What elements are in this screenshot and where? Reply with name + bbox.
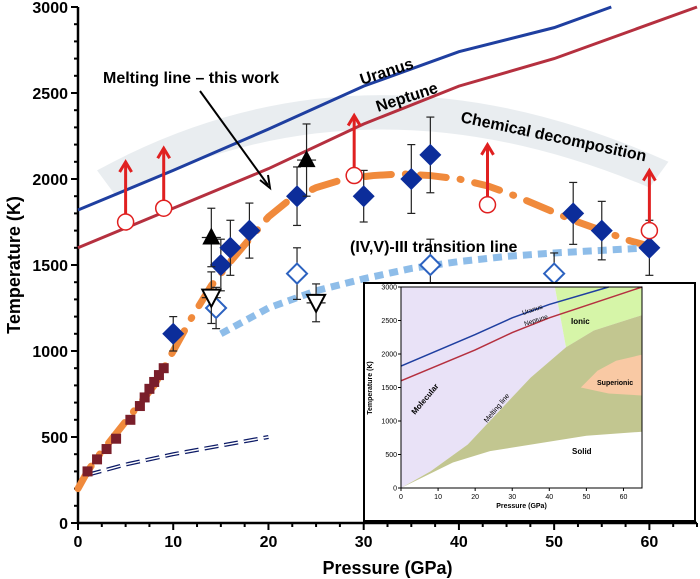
inset-y-tick-label: 1500: [381, 385, 397, 392]
arrow-head-icon: [642, 167, 657, 182]
ionic-region: [554, 287, 642, 348]
square-point: [153, 370, 164, 381]
annotation-arrow: [199, 90, 269, 186]
filled-diamond-point: [162, 322, 185, 345]
square-point: [134, 401, 145, 412]
filled-diamond-point: [219, 236, 242, 259]
open-circle-point: [154, 199, 173, 217]
inset-y-axis-label: Temperature (K): [367, 361, 374, 415]
x-tick-label: 50: [545, 534, 563, 551]
y-tick-label: 1000: [32, 344, 68, 361]
neptune-line: [77, 5, 698, 250]
arrow-head-icon: [118, 159, 133, 173]
y-tick-label: 1500: [32, 258, 68, 275]
filled-diamond-point: [562, 202, 585, 225]
superionic-label: Superionic: [597, 380, 633, 387]
filled-diamond-point: [590, 219, 613, 242]
solid-label: Solid: [572, 447, 592, 456]
inset-y-tick-label: 2500: [381, 318, 397, 325]
filled-triangle-point: [297, 150, 316, 168]
open-diamond-point: [542, 262, 566, 286]
uranus-line: [77, 5, 612, 212]
open-diamond-point: [418, 253, 442, 277]
inset-neptune-line: [400, 286, 643, 382]
x-tick-label: 10: [164, 534, 182, 551]
uranus-label: Uranus: [358, 56, 416, 89]
arrow-head-icon: [156, 145, 171, 160]
inset-y-tick-label: 2000: [381, 352, 397, 359]
y-tick-label: 0: [59, 516, 68, 533]
inset-y-tick-label: 0: [393, 486, 397, 493]
y-tick-label: 3000: [32, 0, 68, 17]
inset-x-tick-label: 40: [545, 494, 553, 501]
solid-phase-region: [401, 315, 642, 488]
ionic-label: Ionic: [571, 317, 590, 326]
y-tick-label: 500: [41, 430, 68, 447]
open-diamond-point: [285, 262, 309, 286]
filled-diamond-point: [238, 219, 261, 242]
inset-x-tick-label: 20: [471, 494, 479, 501]
y-tick-label: 2500: [32, 86, 68, 103]
transition-line-label: (IV,V)-III transition line: [350, 239, 518, 256]
x-tick-label: 20: [260, 534, 278, 551]
low-dashed-line-inner: [87, 436, 269, 476]
open-circle-point: [345, 166, 363, 185]
open-down-triangle-point: [200, 288, 222, 309]
open-circle-point: [116, 213, 135, 231]
arrow-head-icon: [259, 174, 272, 191]
filled-triangle-point: [202, 227, 221, 245]
filled-diamond-point: [638, 236, 661, 259]
inset-y-tick-label: 500: [385, 452, 397, 459]
chemical-decomposition-band: [97, 95, 669, 197]
x-tick-label: 30: [355, 534, 373, 551]
filled-diamond-point: [286, 185, 309, 208]
melting-line-annotation: Melting line – this work: [103, 70, 279, 87]
square-point: [111, 433, 122, 444]
inset-y-tick-label: 3000: [381, 285, 397, 292]
square-point: [149, 376, 160, 387]
arrow-head-icon: [480, 141, 495, 156]
filled-diamond-point: [352, 185, 375, 208]
inset-x-tick-label: 50: [582, 494, 590, 501]
filled-diamond-point: [419, 143, 442, 166]
x-axis-label: Pressure (GPa): [322, 558, 452, 578]
square-point: [139, 392, 150, 403]
inset-x-tick-label: 0: [399, 494, 403, 501]
square-point: [92, 454, 103, 465]
x-tick-label: 0: [74, 534, 83, 551]
inset-x-tick-label: 10: [434, 494, 442, 501]
inset-x-tick-label: 60: [620, 494, 628, 501]
square-point: [125, 414, 136, 425]
y-tick-label: 2000: [32, 172, 68, 189]
open-circle-point: [640, 221, 659, 240]
inset-x-axis-label: Pressure (GPa): [496, 503, 547, 510]
superionic-region: [580, 354, 642, 396]
arrow-head-icon: [346, 112, 362, 127]
square-point: [158, 363, 169, 374]
x-tick-label: 40: [450, 534, 468, 551]
filled-diamond-point: [400, 168, 423, 190]
x-tick-label: 60: [640, 534, 658, 551]
open-down-triangle-point: [305, 293, 327, 314]
inset-uranus-line: [400, 286, 609, 367]
square-point: [101, 444, 112, 455]
filled-diamond-point: [209, 254, 232, 276]
y-axis-label: Temperature (K): [4, 196, 24, 334]
inset-x-tick-label: 30: [508, 494, 516, 501]
square-point: [144, 383, 155, 394]
square-point: [82, 466, 93, 477]
open-circle-point: [478, 196, 497, 214]
molecular-region: [401, 287, 566, 488]
inset-y-tick-label: 1000: [381, 419, 397, 426]
